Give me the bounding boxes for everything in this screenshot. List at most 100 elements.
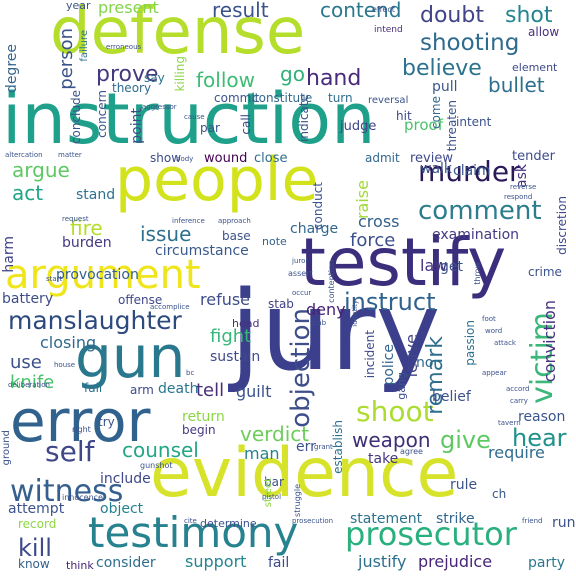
word-person: person — [56, 28, 77, 90]
word-degree: degree — [4, 44, 20, 94]
word-attack: attack — [494, 339, 516, 347]
word-appear: appear — [482, 369, 507, 377]
word-man: man — [244, 444, 280, 463]
word-assert: assert — [288, 269, 313, 278]
word-struggle: struggle — [293, 484, 302, 517]
word-house: house — [54, 361, 76, 369]
word-give: give — [440, 426, 491, 454]
word-party: party — [528, 555, 565, 571]
word-testimony: testimony — [88, 508, 299, 557]
word-try: try — [98, 415, 115, 429]
word-establish: establish — [331, 420, 345, 474]
word-right: right — [72, 425, 91, 434]
word-say: say — [144, 71, 165, 85]
word-innocence: innocence — [62, 493, 103, 502]
word-doubt: doubt — [420, 3, 484, 28]
word-erroneous: erroneous — [106, 43, 142, 51]
word-act: act — [12, 181, 44, 205]
word-attempt: attempt — [8, 501, 65, 517]
word-conviction: conviction — [540, 300, 559, 383]
word-carry: carry — [510, 397, 528, 405]
word-word: word — [485, 327, 503, 335]
word-instruct: instruct — [344, 288, 436, 316]
word-defense: defense — [50, 0, 306, 69]
word-object: object — [100, 501, 144, 517]
word-circumstance: circumstance — [155, 243, 249, 259]
word-stab: stab — [268, 297, 294, 311]
word-force: force — [350, 230, 396, 251]
word-gun: gun — [75, 323, 186, 391]
word-follow: follow — [196, 68, 255, 92]
word-respond: respond — [504, 193, 533, 201]
word-strike: strike — [436, 511, 475, 527]
word-think: think — [66, 559, 94, 572]
word-par: par — [200, 121, 220, 135]
word-incident: incident — [363, 330, 377, 379]
word-head: head — [232, 317, 260, 330]
word-gang: gang — [395, 372, 408, 400]
word-guilt: guilt — [236, 382, 272, 401]
word-believe: believe — [402, 56, 482, 81]
word-contention: contention — [327, 260, 336, 303]
word-raise: raise — [353, 180, 372, 220]
word-come: come — [429, 96, 443, 130]
word-point: point — [129, 108, 145, 144]
word-battery: battery — [2, 291, 54, 307]
word-body: body — [176, 155, 194, 163]
word-admit: admit — [365, 151, 400, 165]
word-accomplice: accomplice — [150, 303, 190, 311]
word-cross: cross — [358, 212, 400, 231]
word-judge: judge — [340, 119, 377, 134]
word-tell: tell — [196, 380, 225, 401]
word-no: no — [416, 355, 434, 371]
word-conclude: conclude — [69, 90, 83, 145]
word-harm: harm — [1, 236, 17, 273]
word-inference: inference — [172, 217, 205, 225]
word-go: go — [280, 62, 305, 86]
word-ground: ground — [1, 430, 12, 466]
word-instruction: instruction — [2, 78, 376, 160]
word-police: police — [381, 344, 397, 386]
word-pull: pull — [432, 79, 458, 95]
word-bullet: bullet — [488, 73, 545, 97]
word-element: element — [512, 61, 558, 74]
word-include: include — [100, 471, 151, 487]
word-tender: tender — [512, 149, 555, 164]
word-intent: intent — [456, 115, 492, 129]
word-killing: killing — [173, 56, 187, 92]
word-gunshot: gunshot — [140, 461, 173, 470]
word-failure: failure — [79, 30, 90, 62]
word-shoot: shoot — [356, 395, 434, 428]
word-close: close — [254, 151, 288, 166]
word-people: people — [115, 145, 319, 215]
word-aggressor: aggressor — [142, 103, 177, 111]
word-murder: murder — [418, 155, 521, 188]
word-reversal: reversal — [368, 95, 409, 106]
word-cause: cause — [184, 113, 205, 121]
word-hit: hit — [396, 109, 412, 123]
word-proof: proof — [404, 116, 443, 134]
word-prosecution: prosecution — [292, 517, 334, 525]
word-turn: turn — [328, 91, 353, 105]
word-bc: bc — [186, 369, 195, 377]
word-year: year — [66, 0, 91, 12]
word-error: error — [10, 387, 151, 455]
word-identity: identity — [351, 300, 359, 327]
word-get: get — [440, 259, 463, 275]
word-pistol: pistol — [262, 493, 282, 501]
word-consider: consider — [96, 555, 156, 571]
word-friend: friend — [522, 517, 543, 525]
word-law: law — [420, 256, 448, 275]
word-leave: leave — [402, 334, 421, 378]
word-start: start — [46, 275, 63, 283]
word-crime: crime — [528, 265, 562, 279]
word-claim: claim — [453, 163, 491, 179]
word-provocation: provocation — [56, 267, 139, 283]
word-result: result — [212, 0, 269, 22]
word-examination: examination — [432, 227, 520, 243]
word-contend: contend — [320, 0, 402, 22]
word-bar: bar — [264, 475, 284, 489]
word-rule: rule — [450, 477, 478, 493]
word-justify: justify — [358, 552, 407, 571]
word-reverse: reverse — [510, 183, 537, 191]
